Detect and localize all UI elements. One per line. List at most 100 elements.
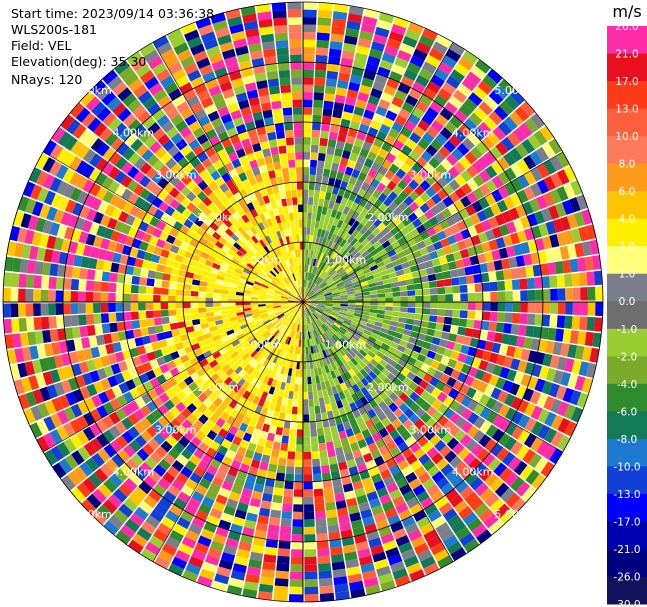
velocity-gate [264, 416, 272, 426]
velocity-gate [336, 375, 344, 385]
velocity-gate [215, 469, 227, 481]
velocity-gate [350, 347, 359, 355]
velocity-gate [587, 302, 596, 316]
velocity-gate [375, 317, 384, 323]
velocity-gate [351, 67, 364, 78]
velocity-gate [338, 247, 346, 256]
velocity-gate [366, 185, 376, 195]
velocity-gate [541, 207, 553, 222]
velocity-gate [460, 169, 473, 183]
velocity-gate [383, 207, 393, 217]
velocity-gate [406, 62, 421, 75]
velocity-gate [374, 421, 385, 432]
velocity-gate [366, 362, 376, 371]
velocity-gate [358, 360, 367, 369]
velocity-gate [469, 497, 484, 511]
velocity-gate [431, 471, 445, 484]
velocity-gate [309, 234, 314, 243]
velocity-gate [323, 100, 334, 110]
velocity-gate [315, 510, 326, 520]
colorbar-tick-label: 0.0 [619, 296, 636, 308]
velocity-gate [579, 316, 588, 331]
velocity-gate [364, 133, 376, 145]
velocity-gate [435, 113, 449, 127]
velocity-gate [306, 234, 310, 243]
velocity-gate [381, 240, 391, 249]
velocity-gate [499, 224, 510, 237]
velocity-gate [413, 144, 425, 156]
velocity-gate [478, 169, 492, 183]
velocity-gate [463, 98, 478, 112]
velocity-gate [278, 540, 291, 550]
velocity-gate [351, 262, 360, 270]
velocity-gate [333, 485, 344, 495]
velocity-gate [355, 302, 363, 305]
velocity-gate [531, 421, 544, 436]
velocity-gate [328, 48, 342, 58]
velocity-gate [555, 328, 565, 342]
velocity-gate [303, 391, 309, 400]
velocity-gate [276, 341, 283, 349]
velocity-gate [321, 464, 330, 474]
velocity-gate [476, 448, 490, 462]
velocity-gate [535, 146, 550, 162]
velocity-gate [310, 302, 318, 305]
velocity-gate [335, 245, 343, 254]
velocity-gate [571, 228, 582, 243]
velocity-gate [303, 296, 309, 302]
velocity-gate [316, 268, 322, 276]
velocity-gate [338, 285, 346, 291]
velocity-gate [337, 315, 346, 321]
velocity-gate [437, 294, 446, 302]
velocity-gate [337, 228, 344, 237]
velocity-gate [586, 316, 596, 332]
velocity-gate [497, 156, 510, 171]
velocity-gate [443, 245, 453, 255]
velocity-gate [571, 359, 582, 375]
velocity-gate [354, 161, 364, 172]
velocity-gate [354, 268, 363, 275]
velocity-gate [440, 263, 450, 272]
velocity-gate [437, 302, 446, 309]
velocity-gate [405, 453, 418, 465]
velocity-gate [422, 477, 436, 491]
velocity-gate [303, 376, 308, 385]
velocity-gate [425, 186, 437, 198]
velocity-gate [484, 251, 494, 263]
velocity-gate [537, 250, 548, 264]
velocity-gate [313, 243, 319, 252]
velocity-gate [542, 192, 555, 207]
velocity-gate [377, 302, 386, 306]
velocity-gate [273, 593, 288, 602]
velocity-gate [336, 317, 345, 323]
velocity-gate [477, 381, 488, 393]
velocity-gate [261, 423, 270, 433]
velocity-gate [342, 354, 351, 363]
velocity-gate [371, 227, 381, 237]
velocity-gate [360, 116, 372, 127]
velocity-gate [549, 234, 560, 248]
velocity-gate [285, 466, 295, 475]
colorbar-tick-label: 10.0 [615, 131, 638, 143]
velocity-gate [531, 473, 546, 490]
velocity-gate [310, 152, 318, 161]
velocity-gate [510, 323, 520, 335]
velocity-gate [306, 361, 311, 370]
velocity-gate [384, 45, 399, 57]
velocity-gate [319, 404, 327, 414]
velocity-gate [482, 453, 496, 467]
velocity-gate [530, 167, 543, 182]
velocity-gate [399, 312, 408, 318]
velocity-gate [408, 381, 419, 392]
velocity-gate [564, 358, 575, 373]
velocity-gate [544, 427, 557, 444]
velocity-gate [347, 226, 356, 235]
velocity-gate [206, 464, 218, 476]
velocity-gate [398, 201, 409, 212]
velocity-gate [378, 401, 388, 411]
velocity-gate [307, 280, 311, 288]
velocity-gate [380, 469, 392, 480]
colorbar-tick-label: 1.0 [619, 269, 636, 281]
velocity-gate [408, 179, 420, 191]
velocity-gate [413, 125, 426, 138]
